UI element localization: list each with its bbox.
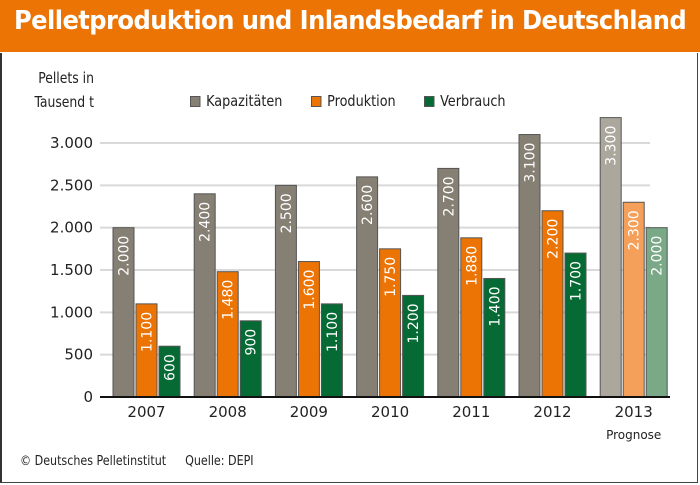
y-tick-label: 500	[64, 346, 93, 364]
data-label: 1.750	[383, 257, 399, 297]
data-label: 1.200	[406, 303, 422, 343]
legend-swatch-produktion	[311, 95, 322, 107]
y-tick-label: 2.000	[50, 219, 93, 237]
x-tick-label: 2012	[533, 403, 571, 421]
y-tick-label: 0	[83, 388, 93, 406]
data-label: 2.300	[627, 210, 643, 250]
legend-item-produktion: Produktion	[311, 92, 396, 110]
x-tick-label: 2013	[615, 403, 653, 421]
x-tick-label: 2011	[452, 403, 490, 421]
x-tick-label: 2009	[290, 403, 328, 421]
y-tick-label: 1.000	[50, 303, 93, 321]
data-label: 1.400	[487, 286, 503, 326]
footer: © Deutsches Pelletinstitut Quelle: DEPI	[20, 454, 254, 469]
legend-label-produktion: Produktion	[327, 92, 396, 110]
data-label: 1.880	[464, 246, 480, 286]
data-label: 1.600	[302, 270, 318, 310]
legend: Kapazitäten Produktion Verbrauch	[190, 92, 510, 110]
data-label: 1.100	[325, 312, 341, 352]
y-tick-label: 1.500	[50, 261, 93, 279]
source-text: Quelle: DEPI	[185, 454, 254, 469]
data-label: 3.100	[523, 143, 539, 183]
data-label: 1.480	[221, 280, 237, 320]
data-label: 2.200	[546, 219, 562, 259]
copyright-text: © Deutsches Pelletinstitut	[20, 454, 167, 469]
y-tick-label: 3.000	[50, 134, 93, 152]
data-label: 2.500	[279, 193, 295, 233]
title-bar: Pelletproduktion und Inlandsbedarf in De…	[0, 0, 700, 53]
legend-label-kapazitaeten: Kapazitäten	[206, 92, 283, 110]
data-label: 1.100	[140, 312, 156, 352]
y-tick-label: 2.500	[50, 176, 93, 194]
data-label: 2.400	[198, 202, 214, 242]
legend-swatch-verbrauch	[424, 95, 435, 107]
x-tick-label: 2007	[127, 403, 165, 421]
data-label: 2.600	[360, 185, 376, 225]
x-tick-note: Prognose	[606, 428, 661, 442]
y-axis-label: Pellets in Tausend t	[28, 66, 94, 114]
legend-item-kapazitaeten: Kapazitäten	[190, 92, 282, 110]
x-tick-label: 2008	[209, 403, 247, 421]
data-label: 1.700	[569, 261, 585, 301]
data-label: 2.000	[650, 236, 666, 276]
data-label: 600	[163, 354, 179, 381]
data-label: 900	[244, 329, 260, 356]
data-label: 2.000	[117, 236, 133, 276]
data-label: 3.300	[604, 126, 620, 166]
data-label: 2.700	[441, 176, 457, 216]
chart-title: Pelletproduktion und Inlandsbedarf in De…	[14, 6, 687, 36]
x-tick-label: 2010	[371, 403, 409, 421]
legend-swatch-kapazitaeten	[190, 95, 201, 107]
legend-item-verbrauch: Verbrauch	[424, 92, 506, 110]
legend-label-verbrauch: Verbrauch	[440, 92, 506, 110]
y-axis-label-line-1: Pellets in	[38, 69, 94, 87]
y-axis-label-line-2: Tausend t	[34, 93, 94, 111]
